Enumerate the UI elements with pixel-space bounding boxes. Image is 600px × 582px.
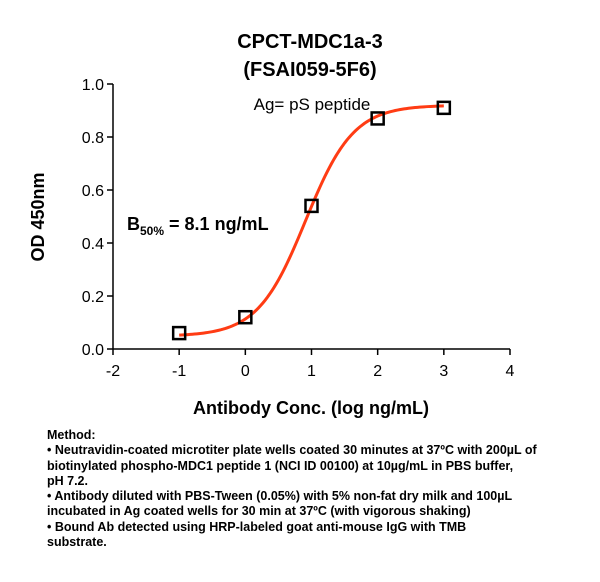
chart: CPCT-MDC1a-3 (FSAI059-5F6) -2 -1 0 1 2 3 4 0.0… (28, 31, 515, 418)
data-point (171, 325, 187, 341)
data-points (171, 100, 452, 341)
data-point (304, 198, 319, 214)
methods-section: Method: • Neutravidin-coated microtiter … (47, 428, 595, 550)
methods-heading: Method: (47, 428, 96, 442)
methods-bullet-2-line-2: incubated in Ag coated wells for 30 min … (47, 504, 471, 519)
y-tick-label: 0.2 (82, 289, 104, 306)
data-point (238, 309, 253, 325)
chart-title-line-1: CPCT-MDC1a-3 (237, 31, 383, 53)
y-axis-title: OD 450nm (28, 172, 48, 261)
methods-bullet-3-line-2: substrate. (47, 535, 107, 550)
x-axis-ticks: -2 -1 0 1 2 3 4 (106, 349, 515, 380)
x-tick-label: 0 (241, 363, 250, 380)
x-tick-label: 4 (506, 363, 515, 380)
methods-bullet-1-line-3: pH 7.2. (47, 473, 88, 488)
data-point (436, 100, 452, 116)
methods-bullet-2-line-1: • Antibody diluted with PBS-Tween (0.05%… (47, 489, 513, 504)
b50-annotation: B50% = 8.1 ng/mL (127, 214, 269, 238)
b50-subscript: 50% (140, 224, 164, 238)
b50-label: B (127, 214, 140, 234)
y-axis-ticks: 0.0 0.2 0.4 0.6 0.8 1.0 (82, 77, 113, 359)
y-tick-label: 0.8 (82, 130, 104, 147)
fit-curve (179, 104, 444, 337)
data-point (370, 111, 385, 126)
methods-bullet-1-line-1: • Neutravidin-coated microtiter plate we… (47, 443, 537, 458)
x-tick-label: 1 (307, 363, 316, 380)
chart-title-line-2: (FSAI059-5F6) (243, 59, 376, 81)
y-tick-label: 0.4 (82, 236, 104, 253)
y-tick-label: 1.0 (82, 77, 104, 94)
x-tick-label: 2 (373, 363, 382, 380)
x-tick-label: 3 (439, 363, 448, 380)
x-tick-label: -2 (106, 363, 120, 380)
antigen-annotation: Ag= pS peptide (254, 95, 371, 114)
x-axis-title: Antibody Conc. (log ng/mL) (193, 398, 429, 418)
x-tick-label: -1 (172, 363, 186, 380)
y-tick-label: 0.0 (82, 342, 104, 359)
b50-value: = 8.1 ng/mL (164, 214, 269, 234)
methods-bullet-3-line-1: • Bound Ab detected using HRP-labeled go… (47, 519, 467, 534)
methods-bullet-1-line-2: biotinylated phospho-MDC1 peptide 1 (NCI… (47, 458, 514, 473)
y-tick-label: 0.6 (82, 183, 104, 200)
